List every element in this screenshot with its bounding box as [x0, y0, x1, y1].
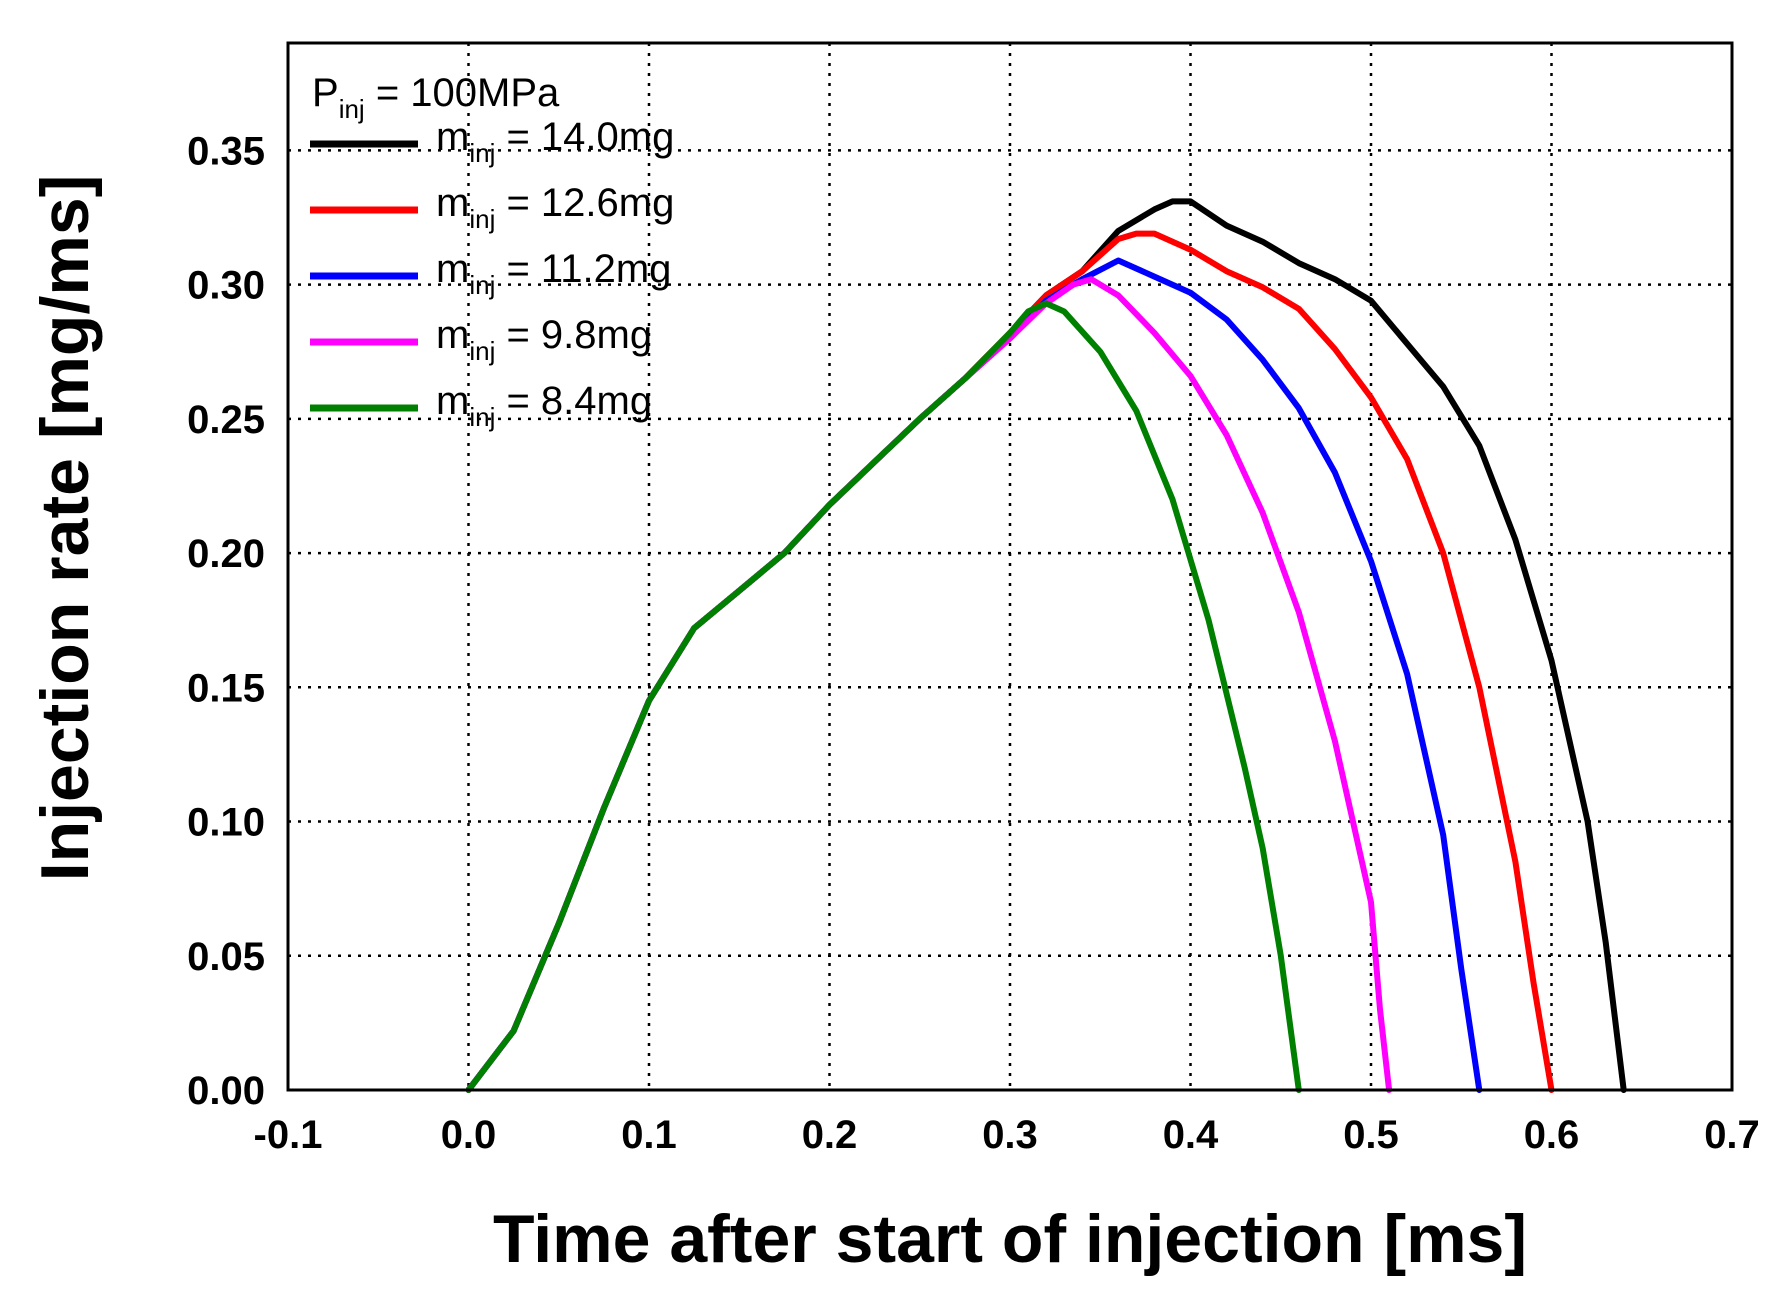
y-axis-title: Injection rate [mg/ms] [27, 175, 103, 882]
legend-label-0: minj = 14.0mg [436, 115, 674, 168]
y-tick-label: 0.00 [187, 1069, 265, 1113]
x-tick-label: 0.4 [1163, 1113, 1219, 1157]
legend-label-4: minj = 8.4mg [436, 379, 652, 432]
legend-label-rest: = 14.0mg [495, 115, 674, 159]
y-tick-labels: 0.00 0.05 0.10 0.15 0.20 0.25 0.30 0.35 [187, 129, 265, 1113]
x-tick-label: -0.1 [254, 1113, 323, 1157]
legend-header-sub: inj [339, 94, 365, 124]
x-tick-label: 0.5 [1343, 1113, 1399, 1157]
x-tick-label: 0.0 [441, 1113, 497, 1157]
legend-label-rest: = 11.2mg [495, 247, 671, 291]
plot-frame [286, 41, 1734, 1092]
legend-label-3: minj = 9.8mg [436, 313, 652, 366]
x-tick-label: 0.7 [1704, 1113, 1760, 1157]
legend-label-sub: inj [469, 138, 495, 168]
legend-label-rest: = 8.4mg [495, 379, 652, 423]
legend-label-sub: inj [469, 204, 495, 234]
y-tick-label: 0.15 [187, 666, 265, 710]
legend-label-main: m [436, 115, 469, 159]
legend-label-sub: inj [469, 270, 495, 300]
y-tick-label: 0.25 [187, 398, 265, 442]
grid-lines [288, 43, 1732, 1090]
y-tick-label: 0.30 [187, 264, 265, 308]
y-tick-label: 0.10 [187, 801, 265, 845]
series-line-8-4mg [465, 300, 1302, 1093]
legend-label-1: minj = 12.6mg [436, 181, 674, 234]
x-tick-label: 0.1 [621, 1113, 677, 1157]
x-axis-title: Time after start of injection [ms] [493, 1201, 1527, 1277]
x-tick-label: 0.3 [982, 1113, 1038, 1157]
legend-header: Pinj = 100MPa [312, 71, 560, 124]
x-tick-labels: -0.1 0.0 0.1 0.2 0.3 0.4 0.5 0.6 0.7 [254, 1113, 1760, 1157]
y-tick-label: 0.35 [187, 129, 265, 173]
legend-header-rest: = 100MPa [365, 71, 560, 115]
x-tick-label: 0.6 [1524, 1113, 1580, 1157]
legend-label-sub: inj [469, 402, 495, 432]
x-tick-label: 0.2 [802, 1113, 858, 1157]
y-tick-label: 0.20 [187, 532, 265, 576]
legend-label-main: m [436, 313, 469, 357]
legend-label-2: minj = 11.2mg [436, 247, 671, 300]
legend-label-main: m [436, 181, 469, 225]
legend-label-rest: = 12.6mg [495, 181, 674, 225]
legend-label-sub: inj [469, 336, 495, 366]
legend-label-main: m [436, 379, 469, 423]
legend-label-rest: = 9.8mg [495, 313, 652, 357]
series-lines [465, 198, 1627, 1093]
legend-label-main: m [436, 247, 469, 291]
y-tick-label: 0.05 [187, 935, 265, 979]
legend-header-main: P [312, 71, 339, 115]
